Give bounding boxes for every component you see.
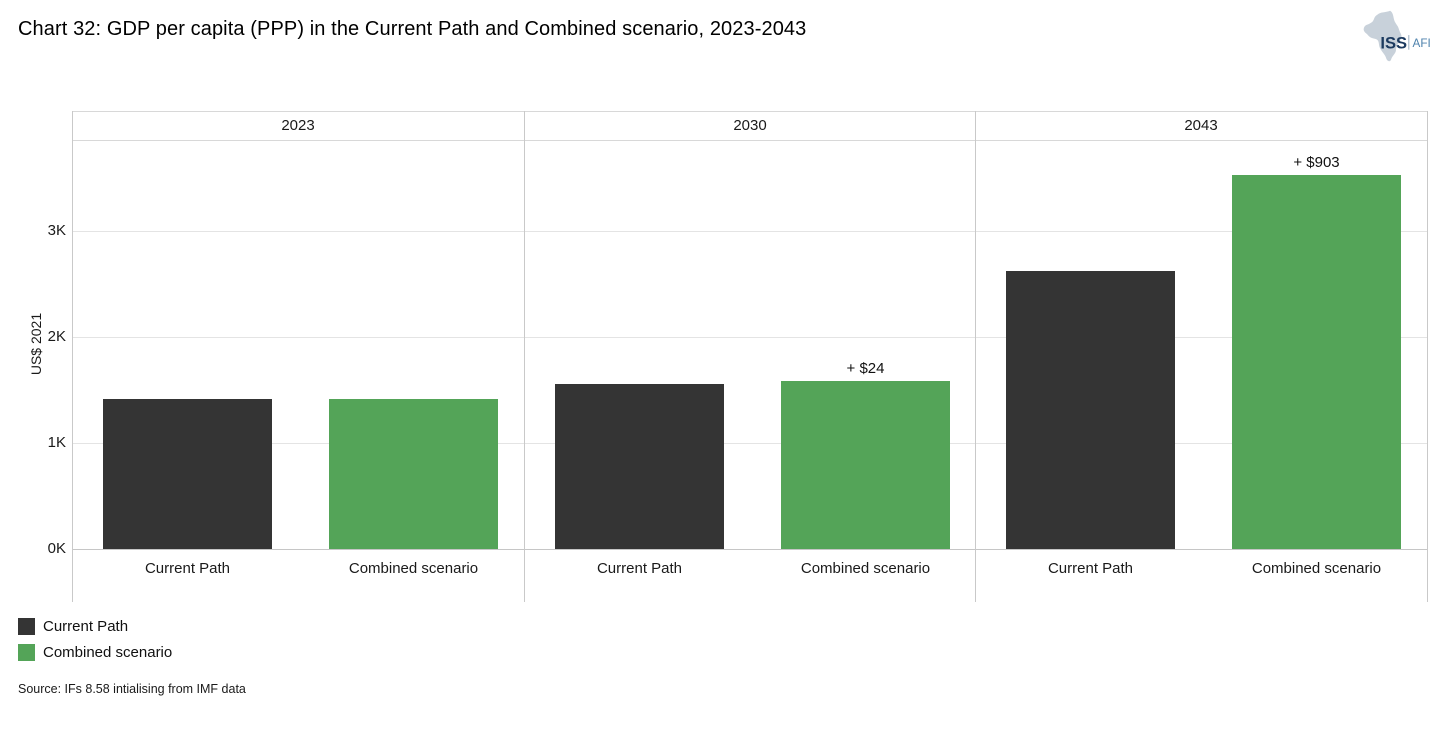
bar-combined-scenario	[1232, 175, 1401, 549]
x-axis-label: Current Path	[144, 560, 231, 577]
legend-swatch-combined-scenario	[18, 644, 35, 661]
bar-combined-scenario	[781, 381, 950, 549]
y-tick-label: 2K	[47, 328, 66, 345]
legend-swatch-current-path	[18, 618, 35, 635]
legend-label: Current Path	[43, 618, 129, 635]
bar-current-path	[103, 399, 272, 549]
x-axis-label: Combined scenario	[348, 560, 479, 577]
iss-afi-logo: ISS AFI	[1363, 10, 1431, 62]
gridline	[72, 337, 1427, 338]
x-axis-line	[72, 549, 1427, 550]
logo-divider	[1408, 35, 1410, 50]
panel-year-label: 2030	[733, 117, 767, 134]
x-axis-label: Combined scenario	[1251, 560, 1382, 577]
gridline	[72, 231, 1427, 232]
gridline	[72, 443, 1427, 444]
plot-top-border	[72, 111, 1427, 112]
bar-current-path	[1006, 271, 1175, 549]
bar-current-path	[555, 384, 724, 549]
plot-right-border	[1427, 111, 1428, 602]
panel-divider	[975, 111, 976, 602]
legend-item-combined-scenario: Combined scenario	[18, 644, 172, 661]
logo-afi-text: AFI	[1413, 37, 1431, 50]
bar-delta-annotation: + $24	[846, 360, 885, 377]
y-tick-label: 3K	[47, 222, 66, 239]
bar-delta-annotation: + $903	[1293, 154, 1340, 171]
panel-year-label: 2023	[281, 117, 315, 134]
x-axis-label: Current Path	[596, 560, 683, 577]
x-axis-label: Combined scenario	[800, 560, 931, 577]
legend: Current Path Combined scenario	[18, 618, 172, 661]
y-tick-label: 0K	[47, 540, 66, 557]
legend-item-current-path: Current Path	[18, 618, 172, 635]
logo-iss-text: ISS	[1380, 34, 1407, 53]
panel-year-label: 2043	[1184, 117, 1218, 134]
x-axis-label: Current Path	[1047, 560, 1134, 577]
legend-label: Combined scenario	[43, 644, 173, 661]
africa-map-icon	[1363, 10, 1402, 62]
panel-divider	[524, 111, 525, 602]
y-tick-label: 1K	[47, 434, 66, 451]
plot-left-border	[72, 111, 73, 602]
bar-combined-scenario	[329, 399, 498, 549]
source-note: Source: IFs 8.58 intialising from IMF da…	[18, 682, 246, 696]
chart-title: Chart 32: GDP per capita (PPP) in the Cu…	[18, 18, 807, 40]
header-bottom-border	[72, 140, 1427, 141]
